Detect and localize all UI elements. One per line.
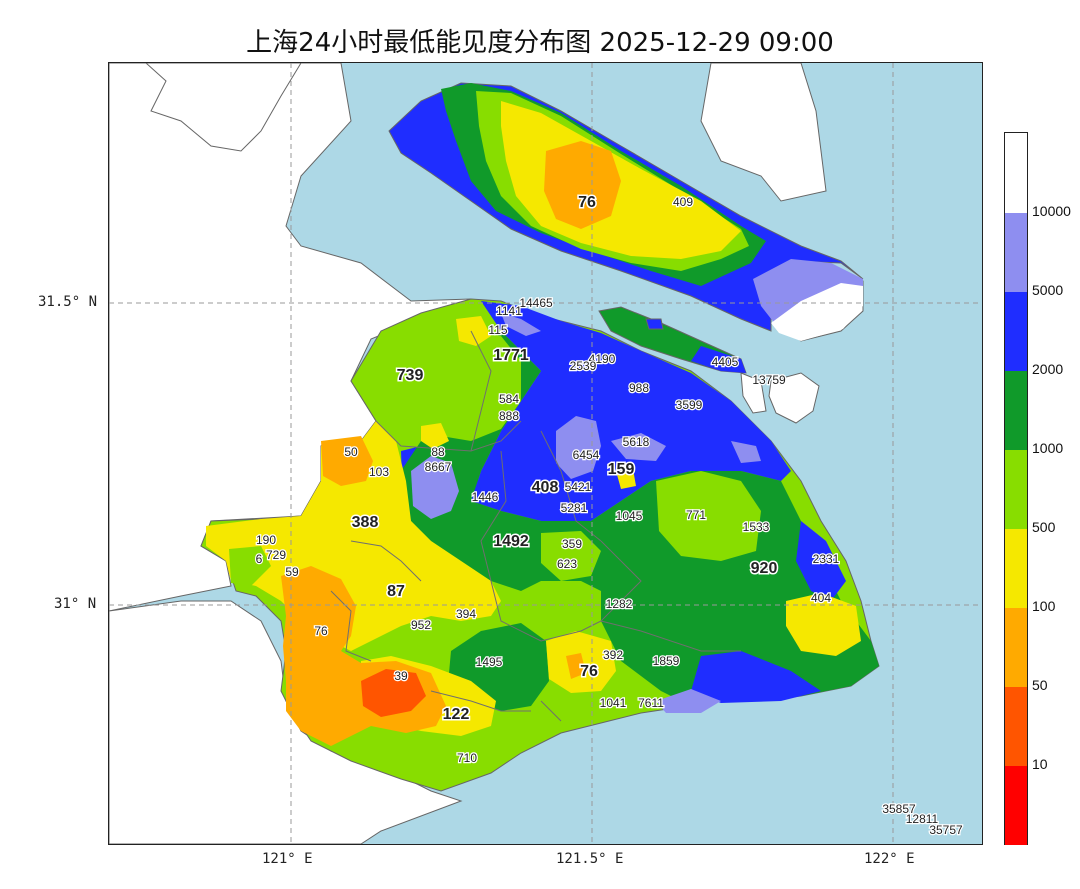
station-value-label: 115 [488,323,507,337]
station-value-label: 771 [686,508,706,522]
colorbar-segment [1005,212,1027,292]
colorbar-label: 5000 [1032,282,1064,298]
colorbar-label: 1000 [1032,440,1064,456]
district-borders [330,330,741,722]
colorbar-segment [1005,607,1027,687]
station-value-label: 1495 [476,655,503,669]
station-value-label: 388 [352,514,379,531]
station-value-label: 159 [608,461,635,478]
station-value-label: 103 [369,465,389,479]
station-value-label: 190 [256,533,276,547]
station-value-label: 50 [344,445,358,459]
station-value-label: 988 [629,381,649,395]
chongming-island [388,82,864,341]
station-value-label: 76 [580,663,598,680]
station-value-label: 584 [499,392,519,406]
station-value-label: 3599 [676,398,703,412]
changxing-tip [691,346,746,373]
station-value-label: 35857 [882,802,916,816]
station-value-label: 739 [397,367,424,384]
colorbar-label: 50 [1032,677,1048,693]
station-value-label: 4190 [589,352,616,366]
islet-2 [645,318,664,330]
colorbar-label: 500 [1032,519,1056,535]
station-value-label: 88 [431,445,445,459]
station-value-label: 6 [256,552,263,566]
station-value-label: 404 [811,591,831,605]
station-value-label: 2539 [570,359,597,373]
station-value-label: 729 [266,548,286,562]
map-panel: 76 409 14465 1141 115 1771 4190 2539 4405 13759 73… [108,62,983,845]
station-value-label: 1859 [653,654,680,668]
station-value-label: 4405 [712,355,739,369]
colorbar-segment [1005,133,1027,213]
station-value-label: 1771 [493,347,529,364]
station-value-label: 76 [314,624,328,638]
station-value-label: 39 [394,669,408,683]
station-value-label: 59 [285,565,299,579]
station-value-label: 409 [673,195,693,209]
colorbar-label: 10 [1032,756,1048,772]
station-value-label: 14465 [519,296,553,310]
station-value-label: 6454 [573,448,600,462]
colorbar-segment [1005,686,1027,766]
station-value-label: 12811 [906,812,939,826]
station-value-label: 122 [443,706,470,723]
station-value-label: 5281 [561,501,588,515]
islet [740,372,767,414]
lon-label-121: 121° E [262,851,313,867]
colorbar-segment [1005,449,1027,529]
station-value-label: 2331 [813,552,840,566]
station-value-label: 7611 [638,696,664,710]
station-value-label: 952 [411,618,431,632]
colorbar-segment [1005,765,1027,845]
station-value-label: 35757 [929,823,963,837]
station-value-label: 1533 [743,520,770,534]
station-value-label: 1446 [472,490,499,504]
station-value-label: 920 [751,560,778,577]
station-value-label: 359 [562,537,582,551]
lon-label-121-5: 121.5° E [556,851,624,867]
colorbar-label: 10000 [1032,203,1071,219]
station-value-label: 87 [387,583,405,600]
map-title: 上海24小时最低能见度分布图 2025-12-29 09:00 [246,28,834,58]
station-value-label: 1041 [600,696,627,710]
colorbar-label: 100 [1032,598,1056,614]
hengsha-island [768,372,820,424]
colorbar-label: 2000 [1032,361,1064,377]
station-value-label: 5421 [565,480,592,494]
land-northeast [700,63,827,202]
station-value-label: 710 [457,751,477,765]
colorbar-segment [1005,291,1027,371]
graticule [109,63,982,844]
station-value-label: 888 [499,409,519,423]
station-value-label: 394 [456,607,476,621]
station-value-label: 5618 [623,435,650,449]
lon-label-122: 122° E [864,851,915,867]
land-north-2 [109,63,302,152]
station-value-label: 13759 [752,373,786,387]
station-value-label: 1492 [493,533,529,550]
station-value-label: 1282 [606,597,633,611]
lat-label-31: 31° N [54,596,97,612]
colorbar [1004,132,1028,845]
shanghai-mainland [200,298,880,792]
station-value-label: 76 [578,194,596,211]
station-value-label: 1141 [496,304,522,318]
station-value-label: 623 [557,557,577,571]
station-value-label: 8667 [425,460,452,474]
station-value-label: 408 [532,479,559,496]
station-value-label: 392 [603,648,623,662]
colorbar-segment [1005,528,1027,608]
lat-label-31-5: 31.5° N [38,294,98,310]
station-value-label: 1045 [616,509,643,523]
colorbar-segment [1005,370,1027,450]
